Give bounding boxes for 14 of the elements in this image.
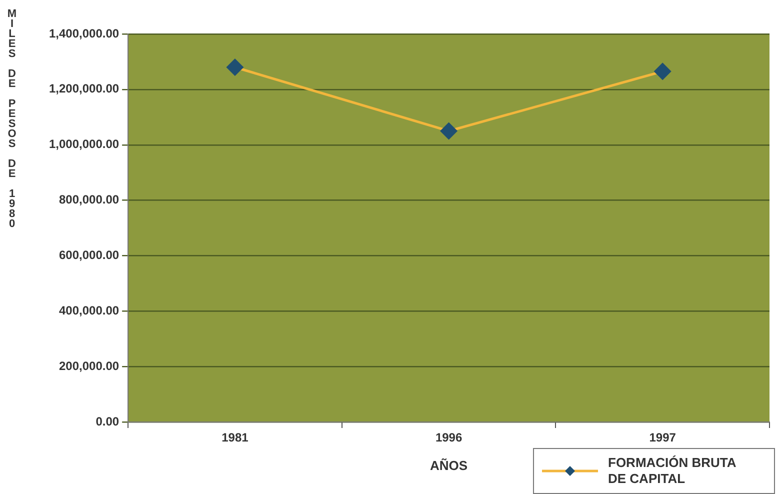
y-axis-title: MILES DE PESOS DE 1980 [6,8,18,228]
y-tick-label: 600,000.00 [59,248,120,262]
y-tick-label: 1,200,000.00 [48,82,120,96]
y-tick-label: 200,000.00 [59,358,120,373]
x-axis-title: AÑOS [430,458,468,473]
y-tick-label: 1,000,000.00 [48,137,120,152]
x-tick-label: 1997 [649,430,676,445]
x-tick-label: 1996 [435,430,462,445]
y-tick-label: 800,000.00 [59,192,120,207]
y-tick-label: 1,400,000.00 [48,26,120,40]
x-tick-label: 1981 [222,430,249,445]
y-tick-label: 0.00 [96,414,120,428]
y-tick-label: 400,000.00 [59,303,120,318]
legend-label: FORMACIÓN BRUTA DE CAPITAL [608,455,737,487]
